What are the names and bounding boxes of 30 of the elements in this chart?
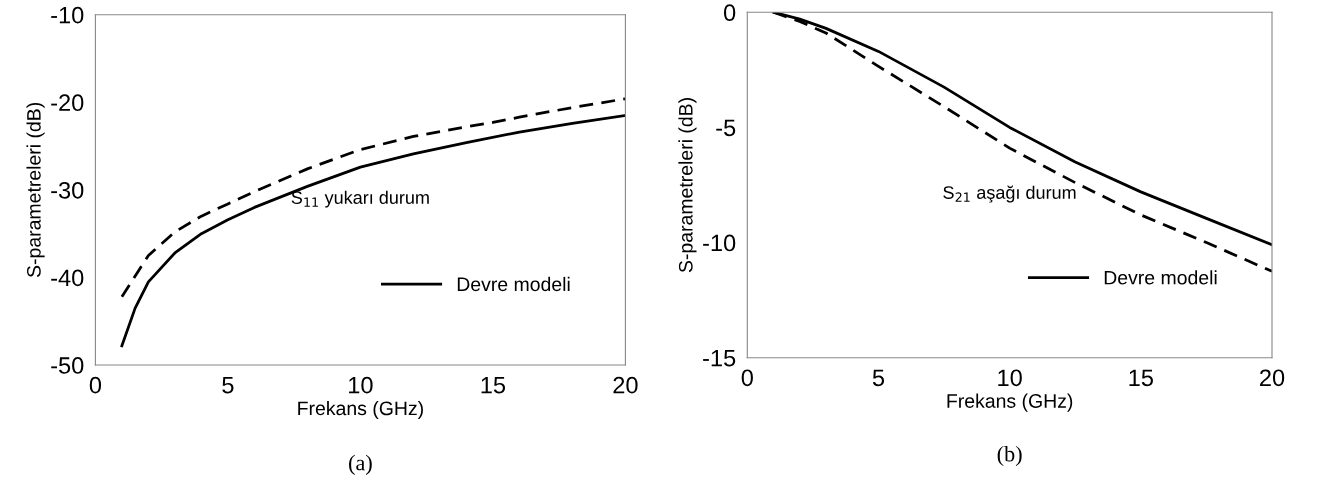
x-tick-label: 0 — [89, 376, 102, 394]
line-series — [120, 114, 626, 348]
y-tick-label: -30 — [51, 181, 84, 199]
line-series — [120, 97, 626, 299]
annotation: S$_{21}$ aşağı durum — [943, 185, 1076, 203]
x-tick-label: 10 — [349, 376, 373, 394]
text: (b) — [997, 445, 1022, 467]
y-tick-label: -50 — [51, 357, 84, 374]
y-tick-label: -5 — [716, 119, 736, 137]
y-tick-label: 0 — [723, 4, 736, 22]
x-tick-label: 5 — [872, 369, 885, 387]
legend-label: Devre modeli — [457, 276, 570, 292]
legend-label: Devre modeli — [1104, 270, 1217, 285]
x-tick-label: 5 — [222, 377, 234, 394]
x-tick-label: 15 — [1129, 369, 1153, 387]
x-tick-label: 20 — [613, 376, 638, 394]
y-tick-label: -10 — [703, 234, 736, 252]
y-tick-label: -20 — [51, 94, 84, 112]
x-tick-label: 15 — [481, 377, 506, 394]
x-tick-label: 10 — [998, 369, 1022, 387]
x-tick-label: 20 — [1260, 369, 1285, 387]
text: (a) — [349, 454, 372, 475]
y-tick-label: -15 — [703, 350, 736, 367]
y-axis-title: S-parametreleri (dB) — [678, 98, 697, 273]
x-axis-title: Frekans (GHz) — [298, 400, 423, 420]
x-tick-label: 0 — [741, 369, 753, 387]
y-axis-title: S-parametreleri (dB) — [26, 103, 45, 278]
x-axis-title: Frekans (GHz) — [947, 393, 1073, 412]
y-tick-label: -40 — [51, 269, 84, 287]
y-tick-label: -10 — [51, 6, 84, 24]
